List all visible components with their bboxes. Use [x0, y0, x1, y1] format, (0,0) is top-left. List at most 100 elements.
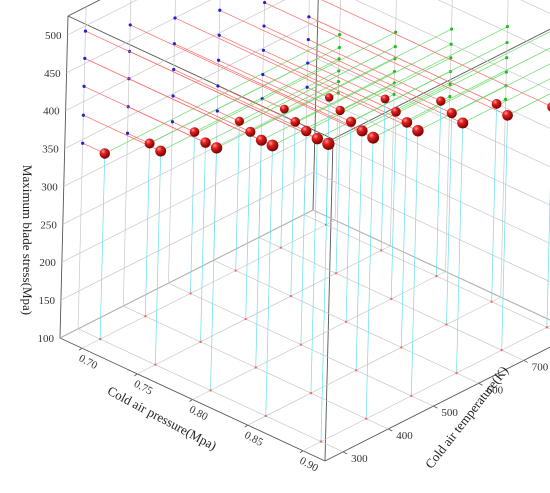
- data-point: [380, 94, 390, 104]
- data-point: [412, 124, 424, 137]
- data-point: [356, 125, 368, 137]
- projection-point-back: [449, 56, 453, 60]
- floor-point: [209, 389, 212, 392]
- data-point: [322, 137, 335, 150]
- data-point: [210, 142, 223, 154]
- back-wall-gridline: [437, 0, 550, 53]
- left-wall-gridline: [65, 0, 286, 112]
- floor-point: [455, 371, 458, 375]
- projection-point-back: [337, 69, 341, 73]
- floor-point: [289, 294, 293, 298]
- z-tick-label: 500: [45, 30, 62, 42]
- projection-point-back: [392, 92, 396, 96]
- y-axis-label: Cold air temperature(K): [422, 363, 511, 471]
- projection-line-left: [321, 0, 550, 107]
- floor-point: [309, 391, 313, 395]
- floor-point: [435, 274, 438, 278]
- y-tick-mark: [478, 382, 483, 386]
- projection-point-back: [504, 97, 508, 101]
- left-wall-gridline: [63, 58, 317, 187]
- floor-point: [319, 440, 323, 443]
- drop-line: [410, 130, 419, 396]
- projection-point-left: [306, 61, 310, 65]
- drop-line: [390, 111, 397, 299]
- projection-line-left: [172, 95, 251, 133]
- z-tick-label: 250: [40, 219, 57, 231]
- frame-edge: [59, 15, 69, 339]
- drop-line: [456, 123, 464, 374]
- data-point: [99, 148, 110, 159]
- floor-gridline: [247, 296, 501, 426]
- floor-gridline: [137, 245, 391, 375]
- floor-point: [98, 337, 102, 341]
- projection-line-back: [239, 70, 339, 122]
- projection-point-back: [505, 40, 509, 45]
- frame-edge: [324, 138, 334, 462]
- floor-gridline: [302, 325, 550, 452]
- y-tick-mark: [388, 428, 393, 432]
- projection-line-back: [194, 58, 340, 133]
- projection-line-back: [507, 93, 550, 116]
- drop-line: [245, 131, 251, 320]
- wall-gridlines: [59, 0, 550, 453]
- projection-point-left: [83, 56, 87, 60]
- floor-point: [354, 369, 358, 372]
- projection-line-back: [272, 26, 508, 146]
- floor-point: [299, 343, 303, 346]
- projection-point-left: [218, 8, 222, 12]
- data-point: [446, 108, 457, 119]
- projection-point-left: [170, 120, 175, 124]
- z-tick-label: 150: [38, 295, 55, 307]
- drop-line: [155, 151, 162, 365]
- projection-line-left: [308, 16, 497, 105]
- data-point: [290, 117, 301, 127]
- floor-point: [334, 272, 338, 275]
- frame-edge: [67, 15, 334, 140]
- frame-edge: [324, 346, 550, 462]
- data-point: [391, 106, 401, 117]
- left-wall-gridline: [77, 6, 87, 329]
- floor-gridline: [192, 271, 446, 400]
- data-point: [311, 132, 323, 145]
- z-tick-label: 450: [44, 68, 61, 80]
- z-axis-label: Maximum blade stress(Mpa): [20, 165, 35, 315]
- back-wall-gridline: [520, 0, 550, 14]
- x-tick-mark: [78, 347, 83, 351]
- floor-point: [545, 326, 549, 329]
- projection-line-left: [219, 34, 408, 123]
- left-wall-gridline: [122, 0, 132, 307]
- data-point: [335, 105, 345, 116]
- data-point: [300, 125, 312, 137]
- projection-point-left: [305, 85, 309, 89]
- left-wall-gridline: [62, 96, 316, 225]
- floor-point: [445, 323, 448, 326]
- projection-line-left: [307, 62, 386, 100]
- data-point: [144, 138, 155, 149]
- data-points: [99, 93, 550, 159]
- drop-line: [491, 103, 497, 302]
- back-wall-gridline: [315, 96, 550, 206]
- projection-point-left: [215, 109, 219, 113]
- left-wall-gridline: [59, 209, 314, 339]
- floor-gridline: [81, 219, 336, 349]
- z-tick-label: 350: [42, 144, 59, 156]
- floor-point: [490, 300, 493, 303]
- floor-point: [380, 249, 383, 252]
- projection-line-left: [263, 49, 397, 113]
- floor-point: [500, 348, 503, 352]
- floor-point: [400, 346, 403, 349]
- data-point: [401, 117, 413, 128]
- projection-line-left: [84, 58, 273, 146]
- projection-point-left: [81, 113, 85, 117]
- x-tick-mark: [189, 399, 193, 402]
- projection-line-left: [130, 24, 374, 138]
- floor-point: [244, 317, 247, 321]
- data-point: [345, 116, 357, 127]
- projection-line-left: [308, 39, 441, 102]
- drop-line: [335, 110, 341, 274]
- frame-edge: [332, 28, 550, 140]
- frame-edge: [321, 0, 550, 11]
- drop-line: [365, 137, 374, 419]
- projection-line-back: [306, 57, 451, 132]
- projection-point-back: [505, 56, 509, 60]
